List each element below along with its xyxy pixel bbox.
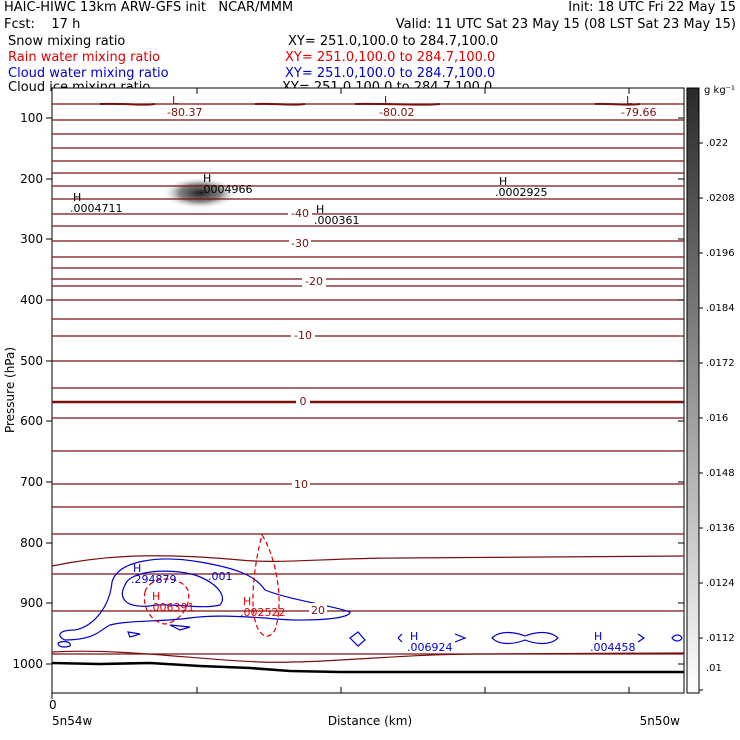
- cloud-high-value: .294879: [131, 573, 177, 586]
- y-tick-label: 700: [20, 475, 43, 489]
- field-snow-xy: XY= 251.0,100.0 to 284.7,100.0: [288, 34, 499, 49]
- y-tick-label: 800: [20, 536, 43, 550]
- isotherms: [52, 103, 684, 655]
- plot-frame: [51, 87, 685, 694]
- high-value: .0002925: [495, 186, 548, 199]
- colorbar-tick-label: .0136: [706, 523, 735, 534]
- low-value: -79.66: [621, 106, 656, 119]
- colorbar-tick-label: .01: [706, 663, 722, 674]
- isotherm-label: -20: [305, 275, 323, 288]
- colorbar-tick-label: .0184: [706, 303, 735, 314]
- rain-water-contours: [143, 533, 280, 637]
- y-tick-label: 300: [20, 232, 43, 246]
- cloud-water-contours: [57, 558, 683, 648]
- y-tick-label: 900: [20, 596, 43, 610]
- valid-time: Valid: 11 UTC Sat 23 May 15 (08 LST Sat …: [395, 17, 736, 32]
- isotherm-label: -40: [291, 207, 309, 220]
- colorbar-tick-label: .022: [706, 138, 728, 149]
- field-rain-xy: XY= 251.0,100.0 to 284.7,100.0: [285, 50, 496, 65]
- colorbar-tick-label: .0148: [706, 468, 735, 479]
- low-marker: L: [384, 94, 391, 107]
- y-axis-label: Pressure (hPa): [3, 347, 17, 433]
- low-marker: L: [172, 94, 179, 107]
- cloud-high-marker: H: [410, 630, 418, 643]
- field-cloudwater-label: Cloud water mixing ratio: [8, 66, 169, 81]
- field-snow-label: Snow mixing ratio: [8, 34, 126, 49]
- rain-high-marker: H: [243, 595, 251, 608]
- low-value: -80.37: [167, 106, 202, 119]
- colorbar-tick-label: .0124: [706, 578, 735, 589]
- high-value: .0004966: [200, 183, 253, 196]
- cloud-high-value: .004458: [590, 641, 636, 654]
- y-tick-label: 500: [20, 354, 43, 368]
- cloud-high-marker: H: [133, 562, 141, 575]
- isotherm-label: 0: [300, 395, 307, 408]
- high-marker: H: [73, 191, 81, 204]
- rain-high-marker: H: [152, 590, 160, 603]
- y-tick-label: 200: [20, 172, 43, 186]
- rain-high-value: .002522: [240, 606, 286, 619]
- cloud-high-value: .006924: [407, 641, 453, 654]
- isotherm-label: -10: [294, 329, 312, 342]
- colorbar-unit: g kg⁻¹: [704, 85, 735, 96]
- colorbar-tick-label: .016: [706, 413, 728, 424]
- forecast-hour: Fcst: 17 h: [4, 17, 81, 32]
- init-time: Init: 18 UTC Fri 22 May 15: [568, 0, 736, 15]
- snow-maximum-shading: [162, 177, 238, 209]
- low-value: -80.02: [379, 106, 414, 119]
- x-tick-label: 0: [49, 698, 57, 712]
- colorbar-tick-label: .0208: [706, 193, 735, 204]
- colorbar-ticks: [699, 142, 703, 691]
- field-rain-label: Rain water mixing ratio: [8, 50, 161, 65]
- x-tick-label: 5n50w: [640, 714, 681, 728]
- high-value: .000361: [314, 214, 360, 227]
- rain-high-value: .006391: [149, 601, 195, 614]
- field-cloudwater-xy: XY= 251.0,100.0 to 284.7,100.0: [285, 66, 496, 81]
- high-marker: H: [203, 172, 211, 185]
- y-tick-label: 100: [20, 111, 43, 125]
- cloud-contour-label: .001: [208, 570, 233, 583]
- y-tick-label: 1000: [12, 657, 43, 671]
- isotherm-label: -30: [291, 237, 309, 250]
- x-axis-label: Distance (km): [328, 714, 412, 728]
- high-marker: H: [499, 175, 507, 188]
- y-tick-label: 600: [20, 414, 43, 428]
- isotherm-label: 20: [311, 604, 325, 617]
- colorbar-tick-label: .0112: [706, 633, 735, 644]
- isotherm-label: 10: [294, 478, 308, 491]
- y-tick-label: 400: [20, 293, 43, 307]
- cloud-high-marker: H: [594, 630, 602, 643]
- x-axis-ticks: [51, 88, 630, 699]
- colorbar: [686, 87, 700, 694]
- colorbar-tick-label: .0172: [706, 358, 735, 369]
- y-axis-ticks: [46, 117, 684, 665]
- high-marker: H: [316, 203, 324, 216]
- colorbar-tick-label: .0196: [706, 248, 735, 259]
- high-value: .0004711: [70, 202, 123, 215]
- terrain-line: [51, 661, 684, 674]
- chart-title: HAIC-HIWC 13km ARW-GFS init NCAR/MMM: [4, 0, 294, 15]
- x-tick-label: 5n54w: [52, 714, 93, 728]
- low-marker: L: [626, 94, 633, 107]
